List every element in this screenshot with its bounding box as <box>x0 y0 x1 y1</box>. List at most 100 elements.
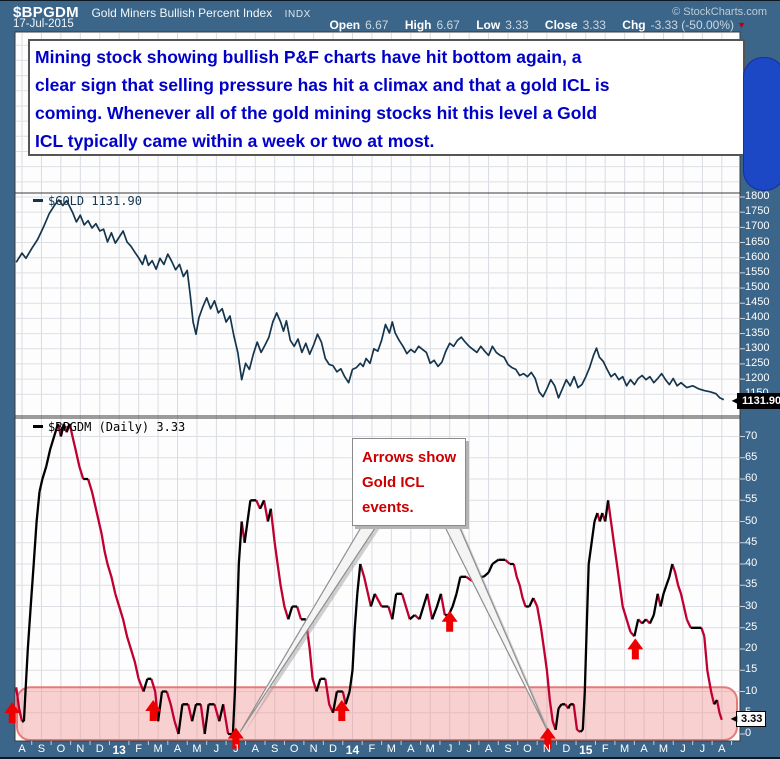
gold-icl-arrow-icon <box>333 700 350 721</box>
low-label: Low <box>476 18 501 32</box>
month-label: F <box>601 743 609 755</box>
month-label: M <box>192 743 202 755</box>
gold-icl-arrow-icon <box>627 638 644 660</box>
month-label: A <box>640 743 648 755</box>
price-pointer-icon: ◀ <box>731 714 738 723</box>
axis-label: 1500 <box>745 281 770 294</box>
high-label: High <box>404 18 432 32</box>
month-label: O <box>289 743 299 755</box>
axis-label: 1350 <box>745 326 770 339</box>
month-label: J <box>680 743 686 755</box>
axis-label: 1700 <box>745 220 770 233</box>
chg-label: Chg <box>622 18 646 32</box>
month-label: J <box>466 743 472 755</box>
ohlc-quote-row: Open 6.67 High 6.67 Low 3.33 Close 3.33 Chg -… <box>316 18 734 32</box>
axis-label: 1650 <box>745 235 770 248</box>
axis-label: 30 <box>745 599 758 612</box>
gold-icl-arrow-icon <box>441 610 458 632</box>
month-label: A <box>173 743 182 755</box>
month-label: N <box>542 743 551 755</box>
header-row: $BPGDM Gold Miners Bullish Percent Index… <box>13 4 311 22</box>
ticker-symbol: $BPGDM <box>13 4 79 21</box>
arrows-callout-box: Arrows show Gold ICL events. <box>352 438 467 526</box>
stockcharts-credit-link[interactable]: © StockCharts.com <box>672 6 767 18</box>
blue-capsule-annotation <box>743 57 780 191</box>
month-label: J <box>699 743 706 755</box>
axis-label: 35 <box>745 578 758 591</box>
chart-date: 17-Jul-2015 <box>13 18 74 30</box>
axis-label: 1400 <box>745 311 770 324</box>
axis-label: 70 <box>745 429 758 442</box>
month-label: A <box>484 743 493 755</box>
note-line: ICL typically came within a week or two … <box>35 131 435 151</box>
month-label: 15 <box>579 743 593 757</box>
axis-label: 60 <box>745 472 758 484</box>
axis-label: 1550 <box>745 265 770 278</box>
note-line: Mining stock showing bullish P&F charts … <box>35 47 582 67</box>
axis-label: 25 <box>745 620 758 633</box>
month-label: O <box>523 743 532 755</box>
month-label: M <box>620 743 630 755</box>
month-label: N <box>309 743 318 755</box>
month-label: J <box>213 743 220 755</box>
month-label: D <box>562 743 571 755</box>
axis-label: 1250 <box>745 356 770 369</box>
month-label: J <box>446 743 453 755</box>
open-label: Open <box>329 18 361 32</box>
gold-last-price-tag: ◀ 1131.90 <box>732 393 780 409</box>
axis-label: 50 <box>745 514 758 527</box>
axis-label: 1450 <box>745 296 770 309</box>
callout-line: Arrows show <box>362 449 457 466</box>
axis-label: 45 <box>745 535 758 548</box>
month-label: D <box>95 743 104 755</box>
month-label: 14 <box>345 743 360 757</box>
month-label: M <box>386 743 396 755</box>
price-pointer-icon: ◀ <box>732 396 739 405</box>
gold-icl-arrow-icon <box>539 727 556 749</box>
note-line: coming. Whenever all of the gold mining … <box>35 103 598 123</box>
gold-icl-arrow-icon <box>145 700 162 721</box>
axis-label: 10 <box>745 684 758 697</box>
month-label: S <box>271 743 279 755</box>
month-label: F <box>368 743 376 755</box>
close-value: 3.33 <box>582 18 606 32</box>
axis-label: 1800 <box>745 190 770 202</box>
line-swatch-icon <box>33 199 43 202</box>
month-label: M <box>658 743 669 755</box>
bpgdm-last-price-tag: ◀ 3.33 <box>731 711 767 727</box>
down-triangle-icon: ▼ <box>737 20 746 30</box>
gold-last-price: 1131.90 <box>742 395 780 407</box>
callout-line: Gold ICL <box>362 474 425 491</box>
month-label: D <box>329 743 338 755</box>
chg-value: -3.33 (-50.00%) <box>650 18 734 32</box>
month-label: J <box>233 743 239 755</box>
gold-icl-arrow-icon <box>4 702 21 724</box>
month-label: A <box>251 743 259 755</box>
open-value: 6.67 <box>365 18 389 32</box>
axis-label: 40 <box>745 557 758 569</box>
high-value: 6.67 <box>436 18 460 32</box>
axis-label: 0 <box>745 727 752 739</box>
low-value: 3.33 <box>505 18 529 32</box>
close-label: Close <box>544 18 578 32</box>
axis-label: 1200 <box>745 372 770 385</box>
month-label: N <box>76 743 85 755</box>
exchange-label: INDX <box>284 9 311 20</box>
month-label: A <box>718 743 726 755</box>
gold-panel-legend: $GOLD 1131.90 <box>33 194 142 208</box>
callout-line: events. <box>362 499 414 516</box>
axis-label: 1600 <box>745 250 770 263</box>
bpgdm-panel-legend: $BPGDM (Daily) 3.33 <box>33 420 185 434</box>
note-line: clear sign that selling pressure has hit… <box>35 75 610 95</box>
commentary-note-box: Mining stock showing bullish P&F charts … <box>28 39 745 156</box>
month-label: O <box>56 743 66 755</box>
axis-label: 15 <box>745 663 758 676</box>
month-label: S <box>37 743 46 755</box>
ticker-name: Gold Miners Bullish Percent Index <box>91 6 273 20</box>
month-label: 13 <box>112 743 126 757</box>
bpgdm-legend-text: $BPGDM (Daily) 3.33 <box>48 420 186 434</box>
month-label: A <box>18 743 26 755</box>
month-label: S <box>504 743 512 755</box>
axis-label: 65 <box>745 450 758 463</box>
